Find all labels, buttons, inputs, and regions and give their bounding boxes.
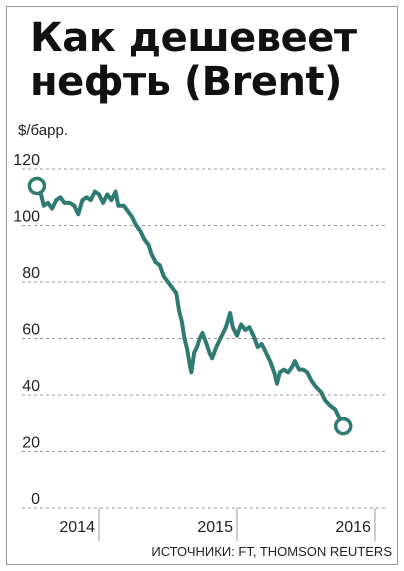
chart-frame xyxy=(6,6,398,565)
y-tick-label: 60 xyxy=(22,322,40,339)
start-point-marker xyxy=(27,176,47,196)
y-tick-label: 20 xyxy=(22,435,40,452)
title-line-2: нефть (Brent) xyxy=(30,59,342,105)
end-point-marker xyxy=(333,416,353,436)
x-tick-label: 2016 xyxy=(335,519,371,536)
y-tick-label: 0 xyxy=(31,491,40,508)
y-tick-label: 80 xyxy=(22,265,40,282)
x-tick-label: 2015 xyxy=(197,519,233,536)
y-tick-label: 100 xyxy=(13,209,40,226)
y-axis-unit-label: $/барр. xyxy=(18,122,68,139)
price-line xyxy=(34,183,346,429)
chart-title: Как дешевеет нефть (Brent) xyxy=(30,16,390,104)
x-tick-label: 2014 xyxy=(59,519,95,536)
y-tick-label: 120 xyxy=(13,152,40,169)
source-note: ИСТОЧНИКИ: FT, THOMSON REUTERS xyxy=(151,544,392,559)
y-tick-label: 40 xyxy=(22,378,40,395)
title-line-1: Как дешевеет xyxy=(30,15,357,61)
